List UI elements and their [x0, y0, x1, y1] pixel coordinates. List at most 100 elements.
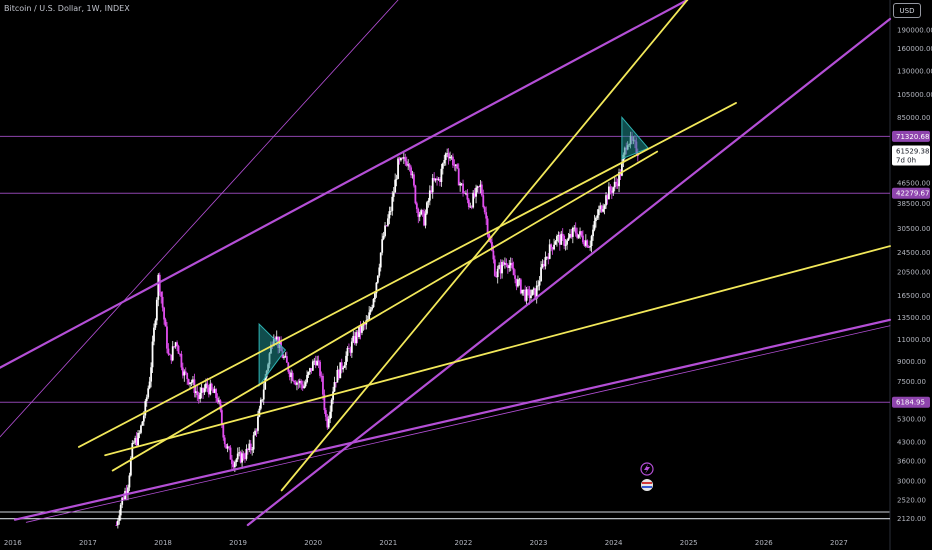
y-tick-label: 190000.00 [897, 26, 932, 34]
x-tick-label: 2023 [530, 539, 548, 547]
candle-body-33 [163, 307, 165, 320]
candle-body-71 [218, 400, 220, 402]
trendline-purple-4 [246, 17, 892, 527]
candle-body-311 [564, 244, 567, 246]
candle-body-62 [205, 383, 207, 389]
flag-event-icon[interactable] [641, 479, 653, 491]
candle-body-338 [603, 205, 606, 210]
candle-body-177 [371, 307, 373, 310]
candle-body-72 [219, 400, 222, 411]
candle-body-96 [254, 430, 256, 436]
candle-body-239 [460, 183, 463, 185]
y-tick-label: 105000.00 [897, 91, 932, 99]
candle-body-273 [509, 262, 512, 266]
currency-button[interactable]: USD [893, 3, 921, 18]
candle-body-237 [457, 168, 460, 186]
candle-body-79 [229, 447, 232, 460]
candle-body-155 [339, 362, 342, 379]
candle-body-65 [209, 383, 212, 395]
trendline-yellow-5 [77, 102, 737, 448]
x-tick-label: 2019 [229, 539, 247, 547]
candle-body-313 [567, 237, 570, 241]
y-tick-label: 7500.00 [897, 378, 926, 386]
candle-body-116 [283, 356, 285, 358]
candle-body-151 [333, 382, 336, 392]
candle-body-339 [605, 195, 607, 206]
x-tick-label: 2021 [379, 539, 397, 547]
candle-body-169 [359, 326, 362, 333]
candle-body-210 [418, 214, 421, 217]
candle-body-253 [480, 184, 483, 196]
candle-body-56 [196, 391, 199, 396]
candle-body-154 [337, 369, 340, 379]
candle-body-103 [264, 377, 267, 390]
candle-body-244 [467, 199, 470, 208]
candle-body-77 [226, 446, 229, 449]
candle-body-268 [502, 261, 505, 265]
candle-body-344 [612, 187, 615, 193]
candle-body-60 [202, 387, 204, 393]
candle-body-272 [508, 265, 511, 268]
candle-body-269 [504, 263, 506, 265]
candle-body-174 [366, 319, 369, 321]
candle-body-218 [430, 190, 433, 193]
candle-body-217 [428, 190, 431, 201]
candle-body-53 [192, 379, 194, 383]
candle-body-39 [171, 346, 174, 361]
candle-body-187 [385, 225, 388, 227]
candle-body-291 [535, 285, 538, 299]
candle-body-166 [355, 332, 358, 344]
candle-body-181 [376, 275, 379, 283]
y-tick-label: 11000.00 [897, 336, 930, 344]
candle-body-280 [519, 279, 522, 294]
candle-body-176 [369, 309, 372, 313]
candle-body-20 [144, 401, 147, 416]
y-tick-label: 130000.00 [897, 68, 932, 76]
candle-body-267 [501, 261, 503, 274]
candle-body-95 [252, 435, 255, 450]
candle-body-12 [132, 442, 135, 444]
trendline-yellow-7 [280, 0, 689, 492]
candle-body-248 [473, 192, 476, 197]
candle-body-232 [450, 156, 453, 158]
candle-body-214 [424, 213, 427, 226]
candle-body-198 [401, 157, 404, 159]
candle-body-205 [411, 174, 414, 176]
candle-body-219 [431, 178, 434, 193]
y-tick-label: 24500.00 [897, 249, 930, 257]
candle-body-34 [164, 319, 167, 327]
candle-body-44 [179, 353, 181, 355]
candle-body-297 [544, 257, 547, 267]
candle-body-36 [167, 348, 170, 355]
candle-body-206 [413, 174, 415, 186]
candle-body-93 [249, 443, 252, 451]
candle-body-25 [151, 341, 154, 368]
candle-body-41 [174, 342, 177, 347]
candle-body-61 [203, 388, 206, 393]
alert-bolt-icon[interactable] [640, 462, 654, 476]
candle-body-153 [336, 369, 339, 383]
candle-body-200 [404, 157, 407, 162]
candle-body-37 [168, 354, 171, 356]
candle-body-139 [316, 360, 319, 366]
candle-body-306 [557, 234, 560, 237]
candle-body-348 [618, 172, 620, 187]
candle-body-296 [543, 263, 545, 267]
y-tick-label: 20500.00 [897, 268, 930, 276]
candle-body-134 [309, 368, 311, 373]
candle-body-80 [231, 459, 233, 465]
x-tick-label: 2020 [304, 539, 322, 547]
candle-body-310 [563, 235, 566, 246]
candle-body-330 [592, 229, 594, 237]
candle-body-319 [576, 233, 579, 238]
candle-body-123 [293, 380, 295, 383]
candle-body-58 [199, 392, 202, 399]
candle-body-333 [596, 215, 599, 218]
candle-body-199 [402, 157, 405, 159]
candle-body-50 [187, 379, 190, 385]
candle-body-249 [475, 187, 477, 197]
candle-body-10 [129, 458, 132, 476]
candle-body-332 [595, 217, 597, 222]
candle-body-24 [150, 367, 152, 382]
